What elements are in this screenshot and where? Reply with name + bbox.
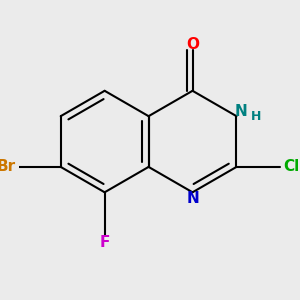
Text: Cl: Cl [284, 159, 300, 174]
Text: H: H [250, 110, 261, 123]
Text: Br: Br [0, 159, 16, 174]
Text: N: N [235, 104, 248, 119]
Text: O: O [186, 37, 199, 52]
Text: N: N [186, 191, 199, 206]
Text: F: F [100, 235, 110, 250]
